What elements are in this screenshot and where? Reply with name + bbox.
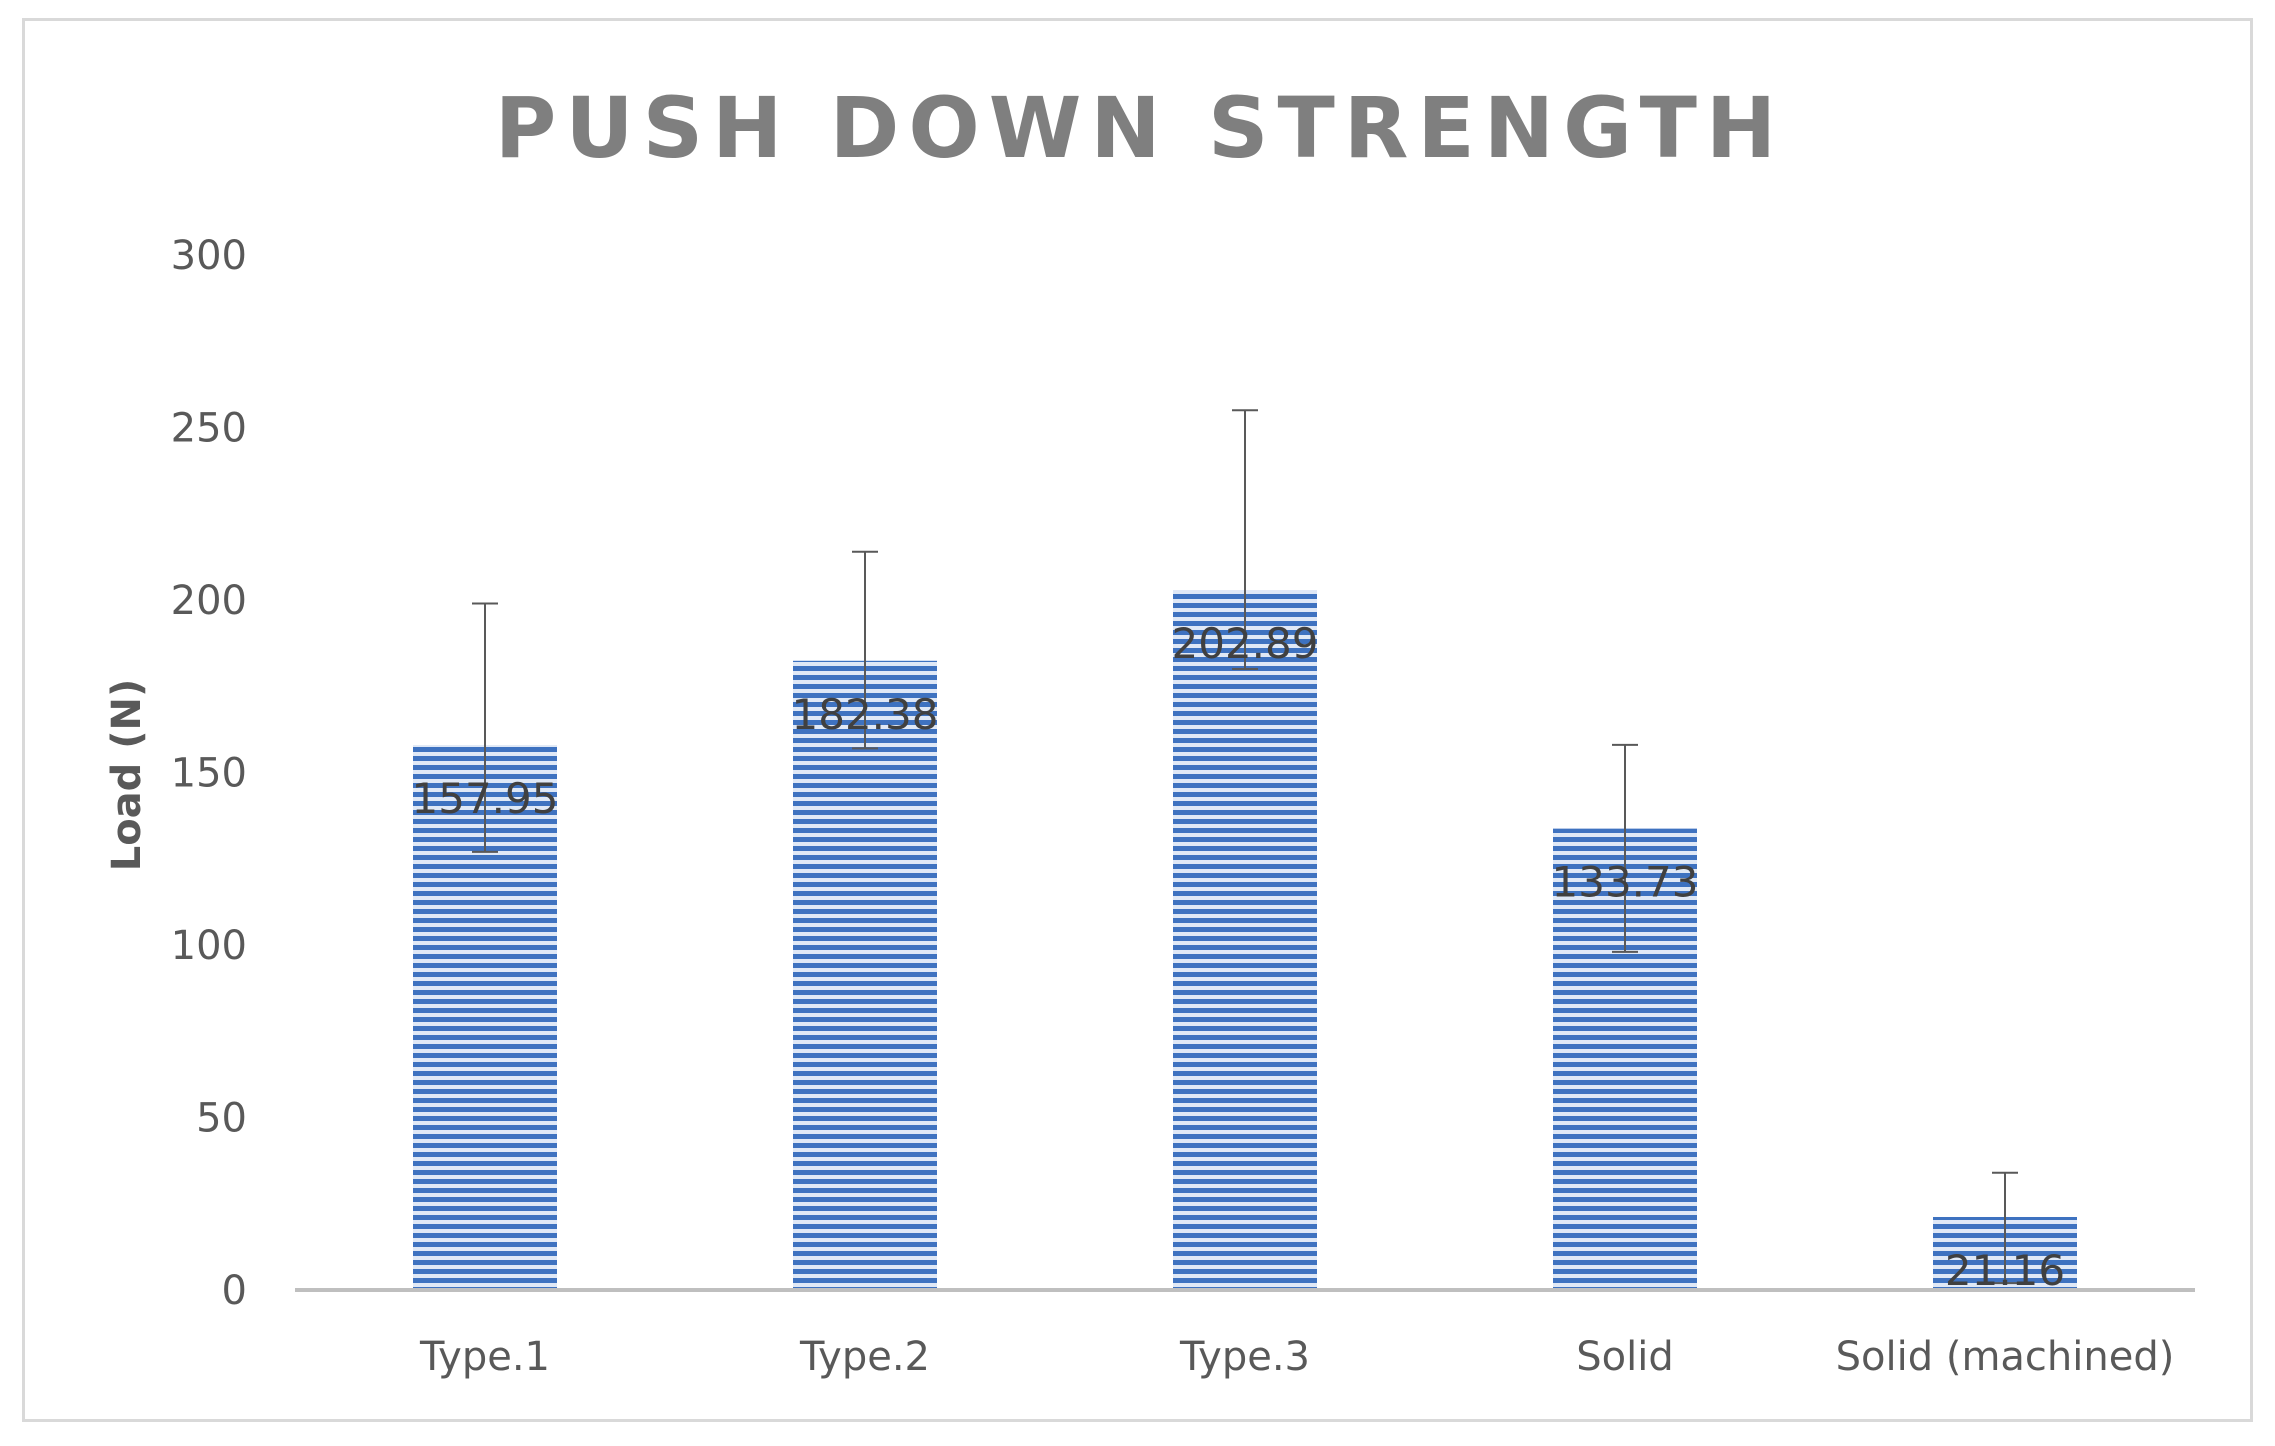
bars-group	[413, 590, 2077, 1290]
x-axis-ticks: Type.1 Type.2 Type.3 Solid Solid (machined)	[419, 1334, 2174, 1380]
error-bar	[1612, 743, 1638, 953]
x-tick-label: Type.2	[799, 1334, 930, 1380]
error-bar	[1992, 1171, 2018, 1285]
x-tick-label: Type.1	[419, 1334, 550, 1380]
y-axis-ticks: 0 50 100 150 200 250 300	[171, 233, 247, 1314]
chart-title: PUSH DOWN STRENGTH	[495, 79, 1785, 177]
data-label: 157.95	[412, 774, 559, 823]
y-tick-label: 150	[171, 751, 247, 797]
y-tick-label: 50	[196, 1096, 247, 1142]
error-bar	[1232, 409, 1258, 670]
error-bar	[852, 550, 878, 750]
x-tick-label: Type.3	[1179, 1334, 1310, 1380]
error-bar	[472, 602, 498, 853]
error-bars-group	[472, 409, 2018, 1285]
data-label: 202.89	[1172, 619, 1319, 668]
data-labels-group: 157.95 182.38 202.89 133.73 21.16	[412, 619, 2066, 1295]
x-tick-label: Solid (machined)	[1836, 1334, 2175, 1380]
y-tick-label: 300	[171, 233, 247, 279]
y-axis-label: Load (N)	[104, 679, 150, 872]
y-tick-label: 200	[171, 578, 247, 624]
data-label: 21.16	[1945, 1246, 2065, 1295]
bar-type-2	[793, 660, 937, 1290]
x-tick-label: Solid	[1576, 1334, 1673, 1380]
data-label: 182.38	[792, 690, 939, 739]
chart-frame	[22, 18, 2253, 1422]
y-tick-label: 250	[171, 406, 247, 452]
bar-type-3	[1173, 590, 1317, 1290]
y-tick-label: 0	[222, 1268, 247, 1314]
y-tick-label: 100	[171, 923, 247, 969]
data-label: 133.73	[1552, 858, 1699, 907]
